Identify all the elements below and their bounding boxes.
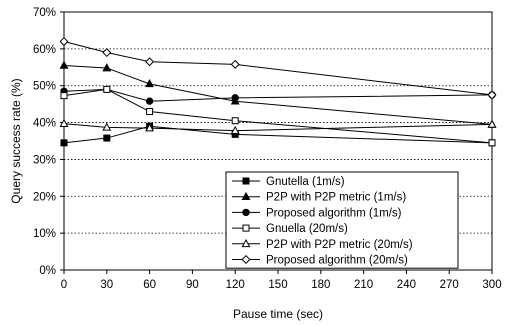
legend-label: Gnutella (1m/s) xyxy=(266,176,345,188)
legend-label: P2P with P2P metric (20m/s) xyxy=(266,239,413,251)
y-tick-label: 70% xyxy=(33,7,56,19)
x-tick-label: 300 xyxy=(482,279,501,291)
data-point xyxy=(243,209,249,215)
y-tick-label: 0% xyxy=(39,265,56,277)
data-point xyxy=(61,140,67,146)
x-tick-label: 120 xyxy=(226,279,245,291)
data-point xyxy=(61,93,67,99)
data-point xyxy=(146,98,152,104)
data-point xyxy=(147,109,153,115)
data-point xyxy=(489,140,495,146)
y-tick-label: 20% xyxy=(33,191,56,203)
x-axis-label: Pause time (sec) xyxy=(233,307,323,321)
y-axis: 0% 10% 20% 30% 40% 50% 60% 70% xyxy=(33,7,64,277)
y-tick-label: 30% xyxy=(33,154,56,166)
y-tick-label: 60% xyxy=(33,44,56,56)
data-point xyxy=(232,118,238,124)
x-tick-label: 90 xyxy=(186,279,199,291)
legend-label: Proposed algorithm (1m/s) xyxy=(266,207,402,219)
legend-label: P2P with P2P metric (1m/s) xyxy=(266,192,406,204)
data-point xyxy=(243,178,249,184)
y-tick-label: 40% xyxy=(33,118,56,130)
data-point xyxy=(104,135,110,141)
data-point xyxy=(104,86,110,92)
data-point xyxy=(243,225,249,231)
x-tick-label: 0 xyxy=(61,279,67,291)
x-tick-label: 240 xyxy=(397,279,416,291)
y-axis-label: Query success rate (%) xyxy=(9,78,23,203)
x-tick-label: 30 xyxy=(100,279,113,291)
data-point xyxy=(232,95,238,101)
x-tick-label: 270 xyxy=(440,279,459,291)
x-tick-label: 150 xyxy=(268,279,287,291)
y-tick-label: 10% xyxy=(33,228,56,240)
x-tick-label: 180 xyxy=(311,279,330,291)
x-tick-label: 210 xyxy=(354,279,373,291)
x-axis: 0 30 60 90 120 150 180 210 240 270 300 xyxy=(61,270,502,291)
legend-label: Proposed algorithm (20m/s) xyxy=(266,255,408,267)
legend: Gnutella (1m/s) P2P with P2P metric (1m/s… xyxy=(226,172,458,268)
x-tick-label: 60 xyxy=(143,279,156,291)
legend-label: Gnuella (20m/s) xyxy=(266,223,348,235)
y-tick-label: 50% xyxy=(33,81,56,93)
